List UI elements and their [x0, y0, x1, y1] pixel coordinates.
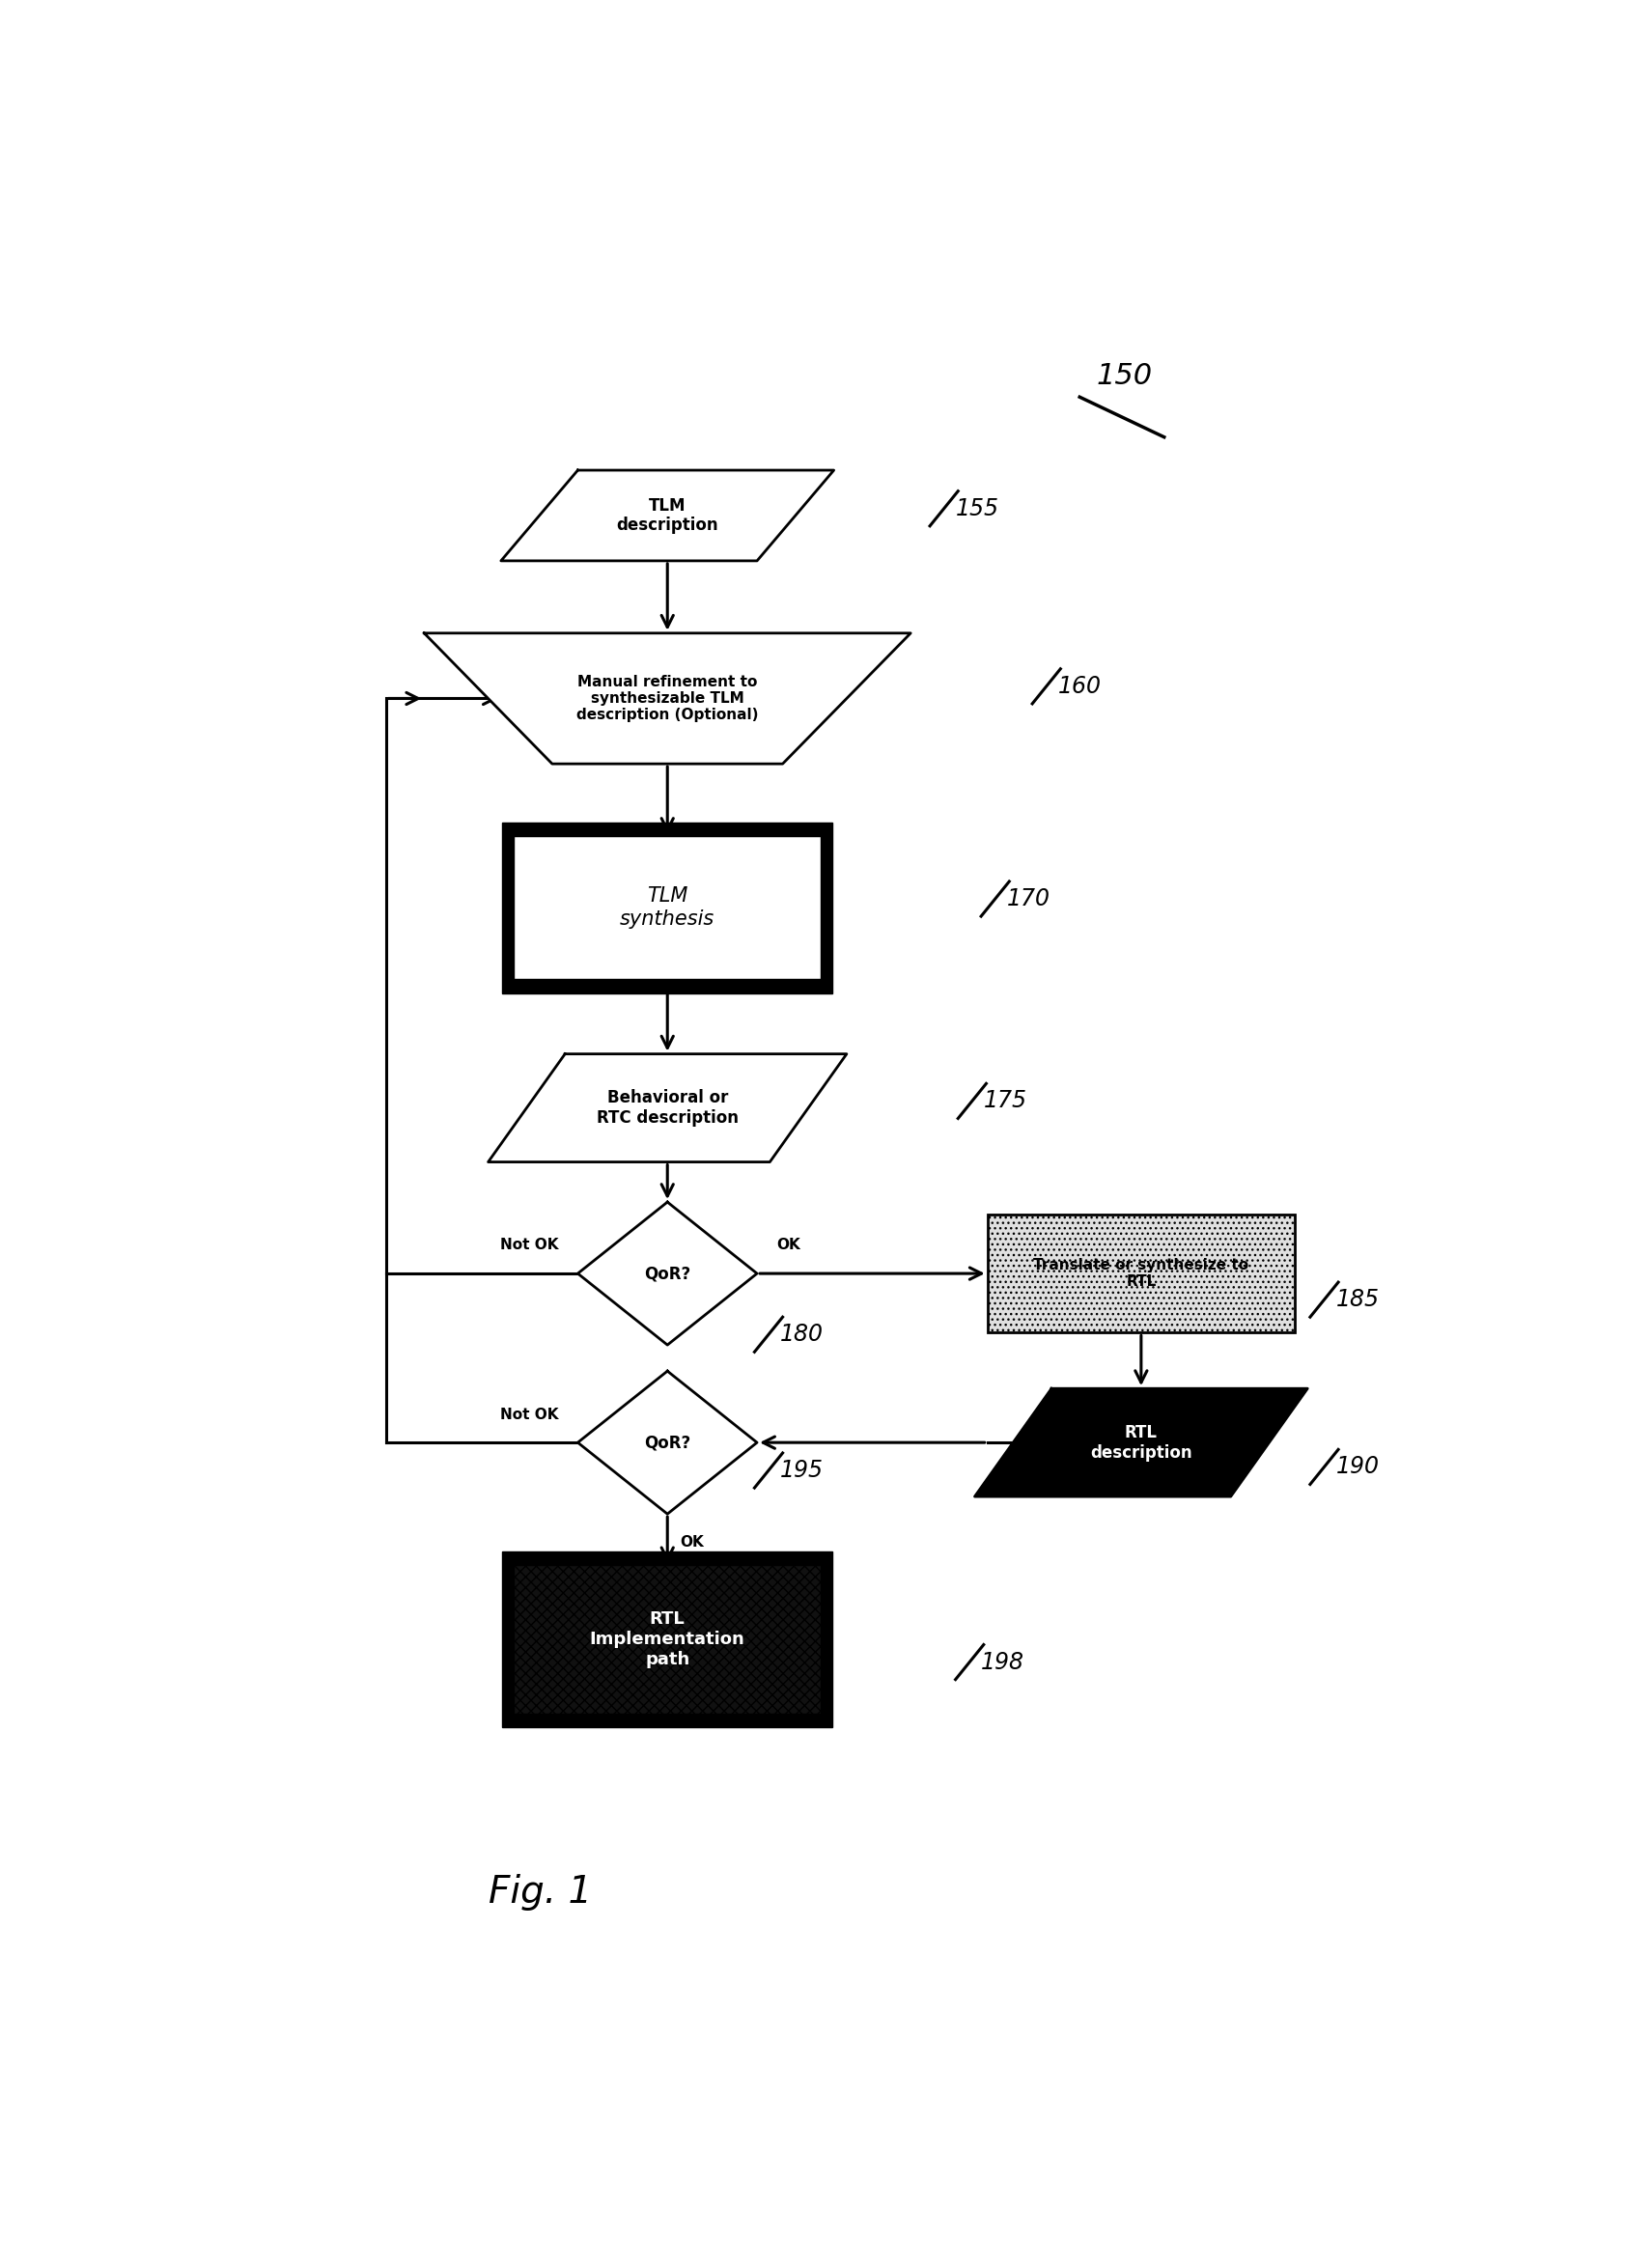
Polygon shape: [425, 634, 910, 765]
Text: OK: OK: [776, 1238, 800, 1254]
Text: Not OK: Not OK: [501, 1408, 558, 1421]
Text: QoR?: QoR?: [644, 1265, 691, 1283]
Text: 150: 150: [1097, 362, 1153, 389]
Text: Translate or synthesize to
RTL: Translate or synthesize to RTL: [1034, 1258, 1249, 1290]
Text: RTL
Implementation
path: RTL Implementation path: [590, 1611, 745, 1668]
Text: 185: 185: [1336, 1288, 1379, 1310]
Polygon shape: [501, 471, 834, 561]
Text: 190: 190: [1336, 1455, 1379, 1478]
Polygon shape: [975, 1389, 1308, 1496]
Text: QoR?: QoR?: [644, 1435, 691, 1451]
Polygon shape: [489, 1055, 846, 1161]
Text: 155: 155: [955, 498, 999, 520]
Text: Fig. 1: Fig. 1: [489, 1874, 591, 1910]
Bar: [988, 1215, 1295, 1333]
Text: 160: 160: [1057, 674, 1102, 697]
Text: TLM
synthesis: TLM synthesis: [620, 887, 715, 928]
Bar: [514, 1566, 821, 1713]
Bar: [502, 1552, 833, 1727]
Text: 175: 175: [983, 1089, 1028, 1113]
Bar: [502, 821, 833, 993]
Bar: [514, 835, 821, 980]
Polygon shape: [578, 1371, 757, 1514]
Text: Not OK: Not OK: [501, 1238, 558, 1254]
Text: Manual refinement to
synthesizable TLM
description (Optional): Manual refinement to synthesizable TLM d…: [577, 674, 758, 722]
Text: OK: OK: [681, 1534, 704, 1550]
Text: RTL
description: RTL description: [1090, 1423, 1193, 1462]
Text: TLM
description: TLM description: [616, 498, 719, 534]
Text: 180: 180: [780, 1324, 824, 1346]
Polygon shape: [578, 1202, 757, 1344]
Text: Behavioral or
RTC description: Behavioral or RTC description: [596, 1089, 738, 1127]
Text: 170: 170: [1006, 887, 1051, 910]
Text: 195: 195: [780, 1460, 824, 1482]
Text: 198: 198: [981, 1650, 1024, 1675]
